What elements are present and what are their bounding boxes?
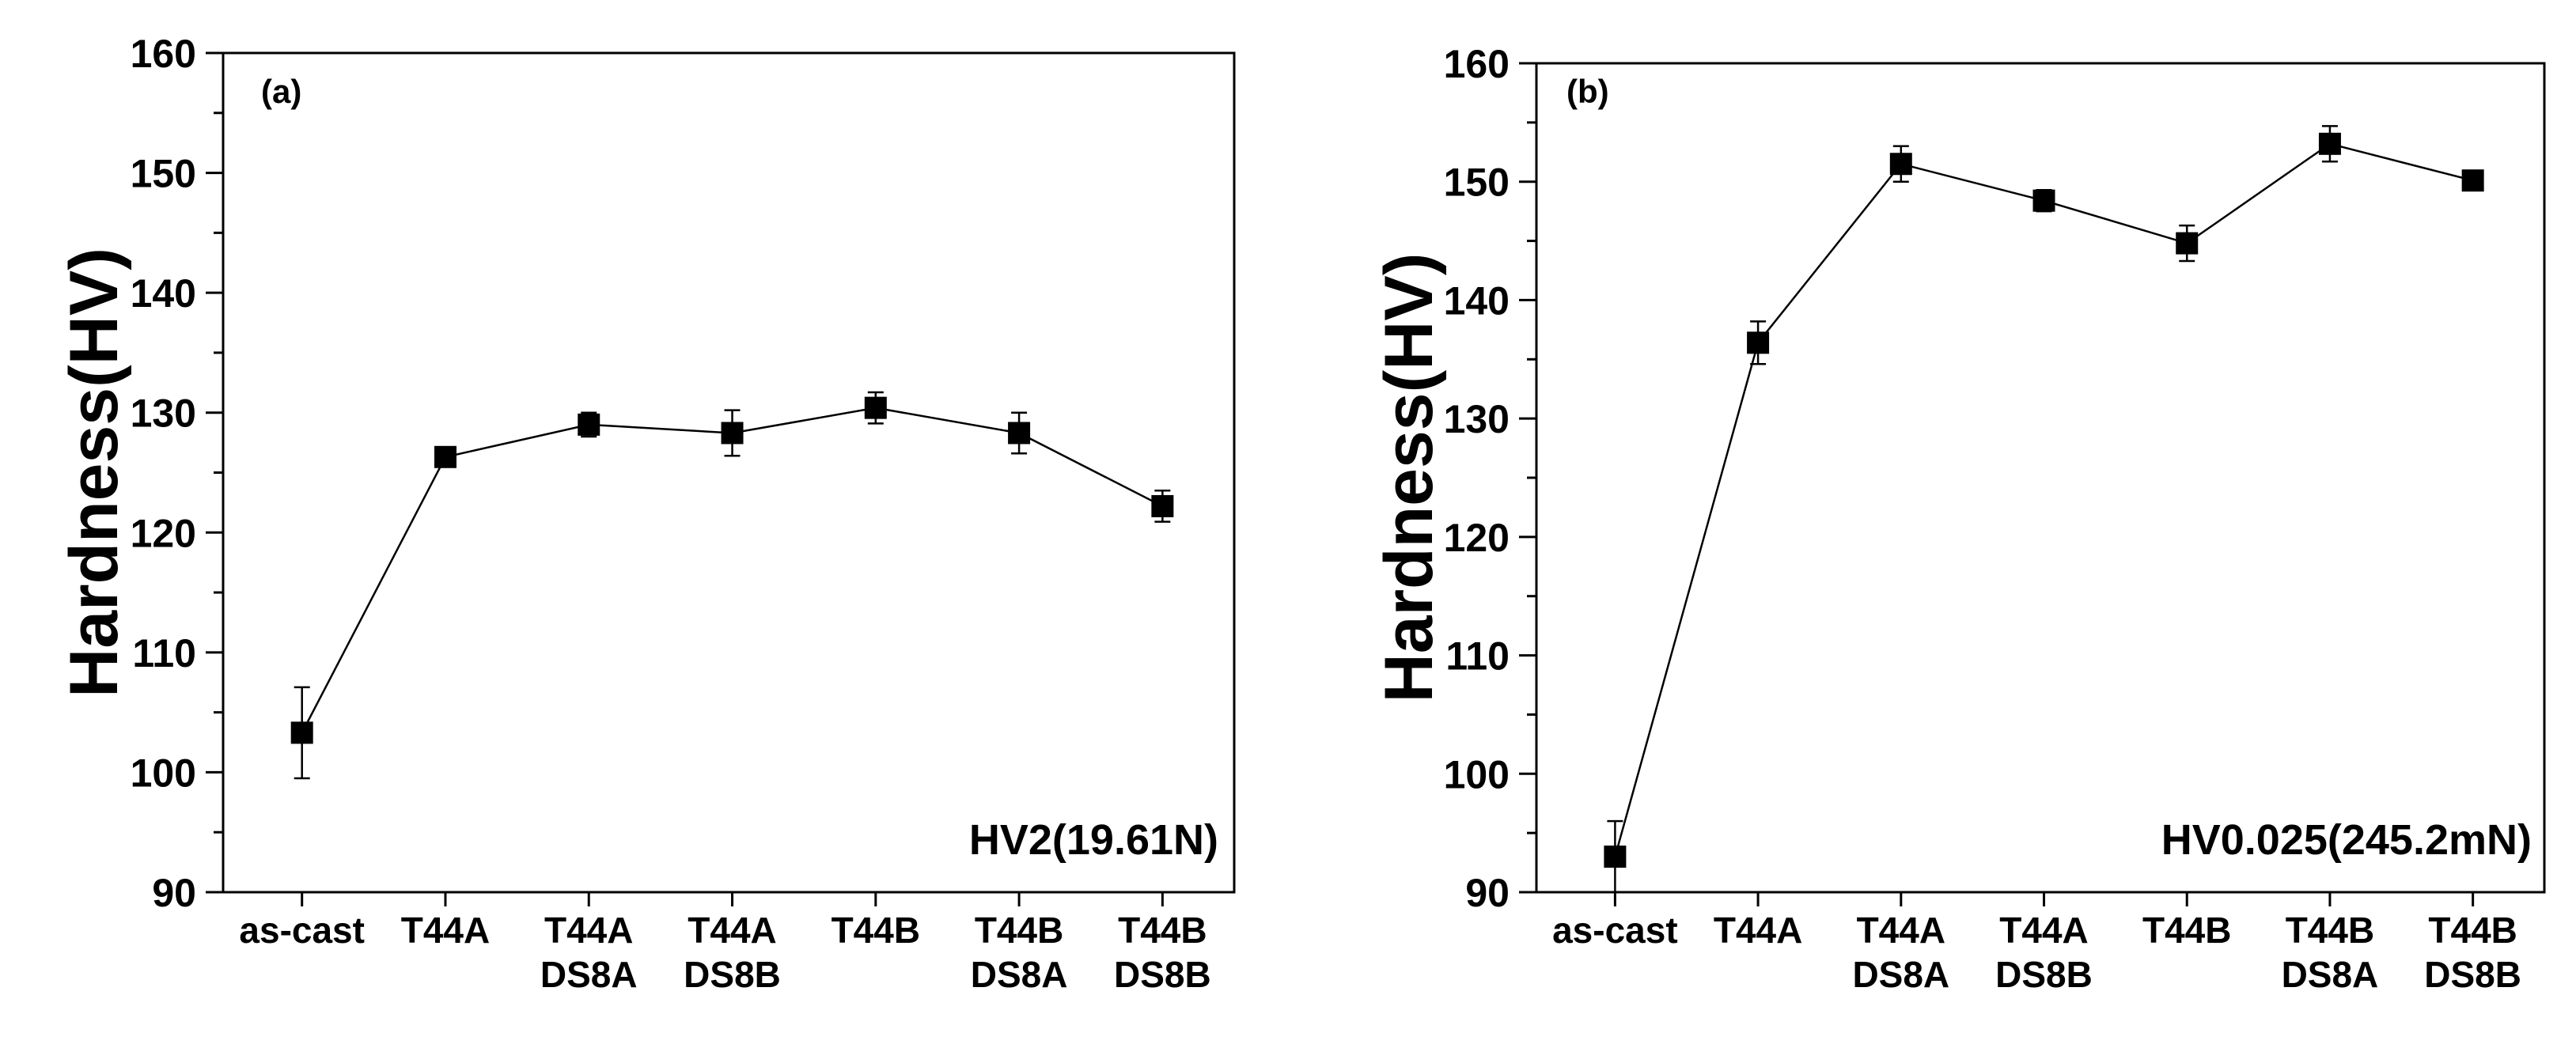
x-tick-label: DS8A [540,954,638,995]
x-tick-label: T44A [1999,910,2088,951]
data-point [434,445,456,468]
y-tick-label: 160 [131,32,196,76]
plot-frame [1535,62,2546,894]
x-tick-label: T44B [2142,910,2231,951]
y-tick-label: 160 [1444,42,1510,86]
x-tick-label: T44A [401,910,490,951]
plot-frame [222,51,1236,894]
data-point [1604,846,1627,868]
y-axis-title: Hardness(HV) [1371,253,1447,703]
x-tick-label: DS8A [971,954,1068,995]
x-tick-label: T44A [688,910,776,951]
x-tick-label: DS8A [2282,954,2379,995]
x-tick-label: as-cast [1552,910,1678,951]
y-tick-label: 90 [152,871,196,915]
x-tick-label: T44B [1118,910,1207,951]
y-tick-label: 90 [1465,871,1510,915]
y-tick-label: 120 [131,511,196,555]
x-tick-label: DS8B [684,954,781,995]
x-tick-label: T44B [832,910,920,951]
y-tick-label: 120 [1444,516,1510,560]
x-tick-label: DS8B [2424,954,2521,995]
x-tick-label: T44B [975,910,1063,951]
y-tick-label: 100 [131,751,196,795]
x-tick-label: T44B [2286,910,2374,951]
data-point [2461,169,2484,192]
data-point [2318,132,2341,155]
y-tick-label: 110 [132,631,196,675]
y-tick-label: 110 [1445,634,1510,679]
data-point [2032,189,2055,212]
y-tick-label: 150 [131,152,196,196]
x-tick-label: T44B [2428,910,2517,951]
data-point [864,396,887,419]
x-tick-label: T44A [1857,910,1945,951]
data-point [721,422,744,445]
series-line [1614,142,2473,857]
y-tick-label: 100 [1444,752,1510,796]
data-point [578,413,600,436]
load-annotation: HV0.025(245.2mN) [2161,816,2532,864]
data-point [1151,494,1174,517]
load-annotation: HV2(19.61N) [969,816,1218,864]
y-tick-label: 140 [131,271,196,316]
panel-label: (b) [1566,73,1609,110]
panel-label: (a) [261,73,301,110]
x-tick-label: T44A [1714,910,1802,951]
x-tick-label: as-cast [239,910,365,951]
data-point [290,721,313,744]
data-point [1747,331,1770,354]
data-point [1008,422,1031,445]
x-tick-label: DS8A [1852,954,1949,995]
x-tick-label: DS8B [1995,954,2093,995]
x-tick-label: DS8B [1114,954,1211,995]
data-point [1889,153,1912,176]
y-axis-title: Hardness(HV) [56,248,132,698]
y-tick-label: 130 [131,392,196,436]
y-tick-label: 130 [1444,397,1510,441]
x-tick-label: T44A [544,910,633,951]
y-tick-label: 150 [1444,161,1510,205]
y-tick-label: 140 [1444,278,1510,323]
data-point [2176,232,2199,255]
